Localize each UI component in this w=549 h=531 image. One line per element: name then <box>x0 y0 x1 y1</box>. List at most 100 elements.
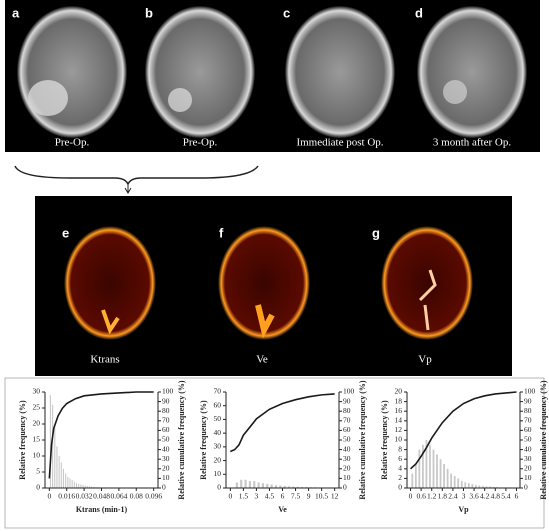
lesion <box>443 80 467 104</box>
y2-tick-label: 100 <box>343 387 355 396</box>
y2-tick-label: 70 <box>524 416 532 425</box>
y-tick-label: 0 <box>217 483 221 492</box>
mri-image <box>17 6 127 138</box>
y-tick-label: 5 <box>36 467 40 476</box>
bar <box>287 486 291 488</box>
bar <box>253 481 256 488</box>
x-tick-label: 1.8 <box>438 492 448 501</box>
y2-tick-label: 40 <box>343 444 351 453</box>
bar <box>457 478 460 488</box>
panel-caption: 3 month after Op. <box>433 137 511 149</box>
bar <box>78 483 80 488</box>
y-tick-label: 0 <box>36 483 40 492</box>
x-tick-label: 4.5 <box>265 492 275 501</box>
x-tick-label: 1.2 <box>427 492 437 501</box>
bar <box>418 449 421 488</box>
y-axis-label: Relative frequency (%) <box>18 400 27 480</box>
map-image <box>64 226 156 340</box>
bar <box>58 456 60 488</box>
x-tick-label: 0.048 <box>93 492 110 501</box>
y-tick-label: 0 <box>398 483 402 492</box>
y2-tick-label: 80 <box>343 406 351 415</box>
y2-tick-label: 10 <box>343 473 351 482</box>
y-tick-label: 8 <box>398 444 402 453</box>
bar <box>240 479 243 488</box>
bar <box>300 486 304 488</box>
panel-caption: Ktrans <box>90 354 119 366</box>
bar <box>467 483 470 488</box>
bar <box>411 473 414 488</box>
bar <box>49 395 51 488</box>
x-tick-label: 0 <box>409 492 413 501</box>
map-hotspot <box>255 304 275 339</box>
map-image <box>381 226 473 340</box>
map-hotspot <box>101 309 120 335</box>
x-tick-label: 3 <box>255 492 259 501</box>
panel-label: f <box>219 225 224 240</box>
x-tick-label: 10.5 <box>315 492 328 501</box>
bar <box>54 427 56 488</box>
bar <box>69 478 71 488</box>
bar <box>453 476 456 488</box>
y-tick-label: 18 <box>395 396 403 405</box>
bar <box>429 444 431 488</box>
x-tick-label: 2.4 <box>448 492 458 501</box>
y2-tick-label: 30 <box>162 454 170 463</box>
y2-tick-label: 30 <box>343 454 351 463</box>
panel-label: c <box>283 5 290 20</box>
bar <box>425 440 428 488</box>
y-tick-label: 30 <box>33 387 41 396</box>
bar <box>414 464 417 488</box>
x-tick-label: 0.016 <box>58 492 75 501</box>
y2-tick-label: 90 <box>343 396 351 405</box>
y-tick-label: 10 <box>214 469 222 478</box>
bar <box>73 481 75 488</box>
bar <box>67 476 69 488</box>
y2-tick-label: 60 <box>162 425 170 434</box>
y-tick-label: 20 <box>33 419 41 428</box>
x-tick-label: 5.4 <box>501 492 511 501</box>
y2-axis-label: Relative cumulative frequency (%) <box>539 380 548 499</box>
bar <box>450 473 453 488</box>
y-tick-label: 20 <box>395 387 403 396</box>
y2-tick-label: 80 <box>524 406 532 415</box>
x-axis-label: Ve <box>278 505 287 514</box>
bar <box>464 482 467 488</box>
chart-frame <box>4 377 545 529</box>
mri-image <box>285 6 395 138</box>
y-axis-label: Relative frequency (%) <box>380 400 389 480</box>
x-tick-label: 3.6 <box>469 492 479 501</box>
y2-tick-label: 80 <box>162 406 170 415</box>
panel-caption: Immediate post Op. <box>296 137 383 149</box>
bar <box>422 444 424 488</box>
bar <box>71 480 73 488</box>
x-tick-label: 6 <box>515 492 519 501</box>
brace <box>14 165 259 186</box>
bar <box>432 449 435 488</box>
bar <box>482 486 484 488</box>
y-tick-label: 10 <box>395 435 403 444</box>
y2-tick-label: 20 <box>162 464 170 473</box>
panel-caption: Vp <box>418 354 432 366</box>
bar <box>89 486 91 488</box>
x-tick-label: 0.064 <box>110 492 127 501</box>
y-tick-label: 10 <box>33 451 41 460</box>
bar <box>478 485 481 488</box>
panel-caption: Pre-Op. <box>183 137 218 149</box>
bar <box>274 485 278 488</box>
y2-axis-label: Relative cumulative frequency (%) <box>358 380 367 499</box>
x-tick-label: 6 <box>281 492 285 501</box>
x-tick-label: 12 <box>331 492 339 501</box>
bar <box>84 485 86 488</box>
x-tick-label: 9 <box>307 492 311 501</box>
bar <box>266 483 269 488</box>
bar <box>283 485 286 488</box>
bar <box>436 454 438 488</box>
y-tick-label: 25 <box>33 403 41 412</box>
x-tick-label: 7.5 <box>291 492 301 501</box>
cumulative-line <box>230 393 335 453</box>
bar <box>52 404 54 488</box>
y-tick-label: 15 <box>33 435 41 444</box>
panel-label: e <box>62 225 69 240</box>
bar <box>471 484 474 488</box>
